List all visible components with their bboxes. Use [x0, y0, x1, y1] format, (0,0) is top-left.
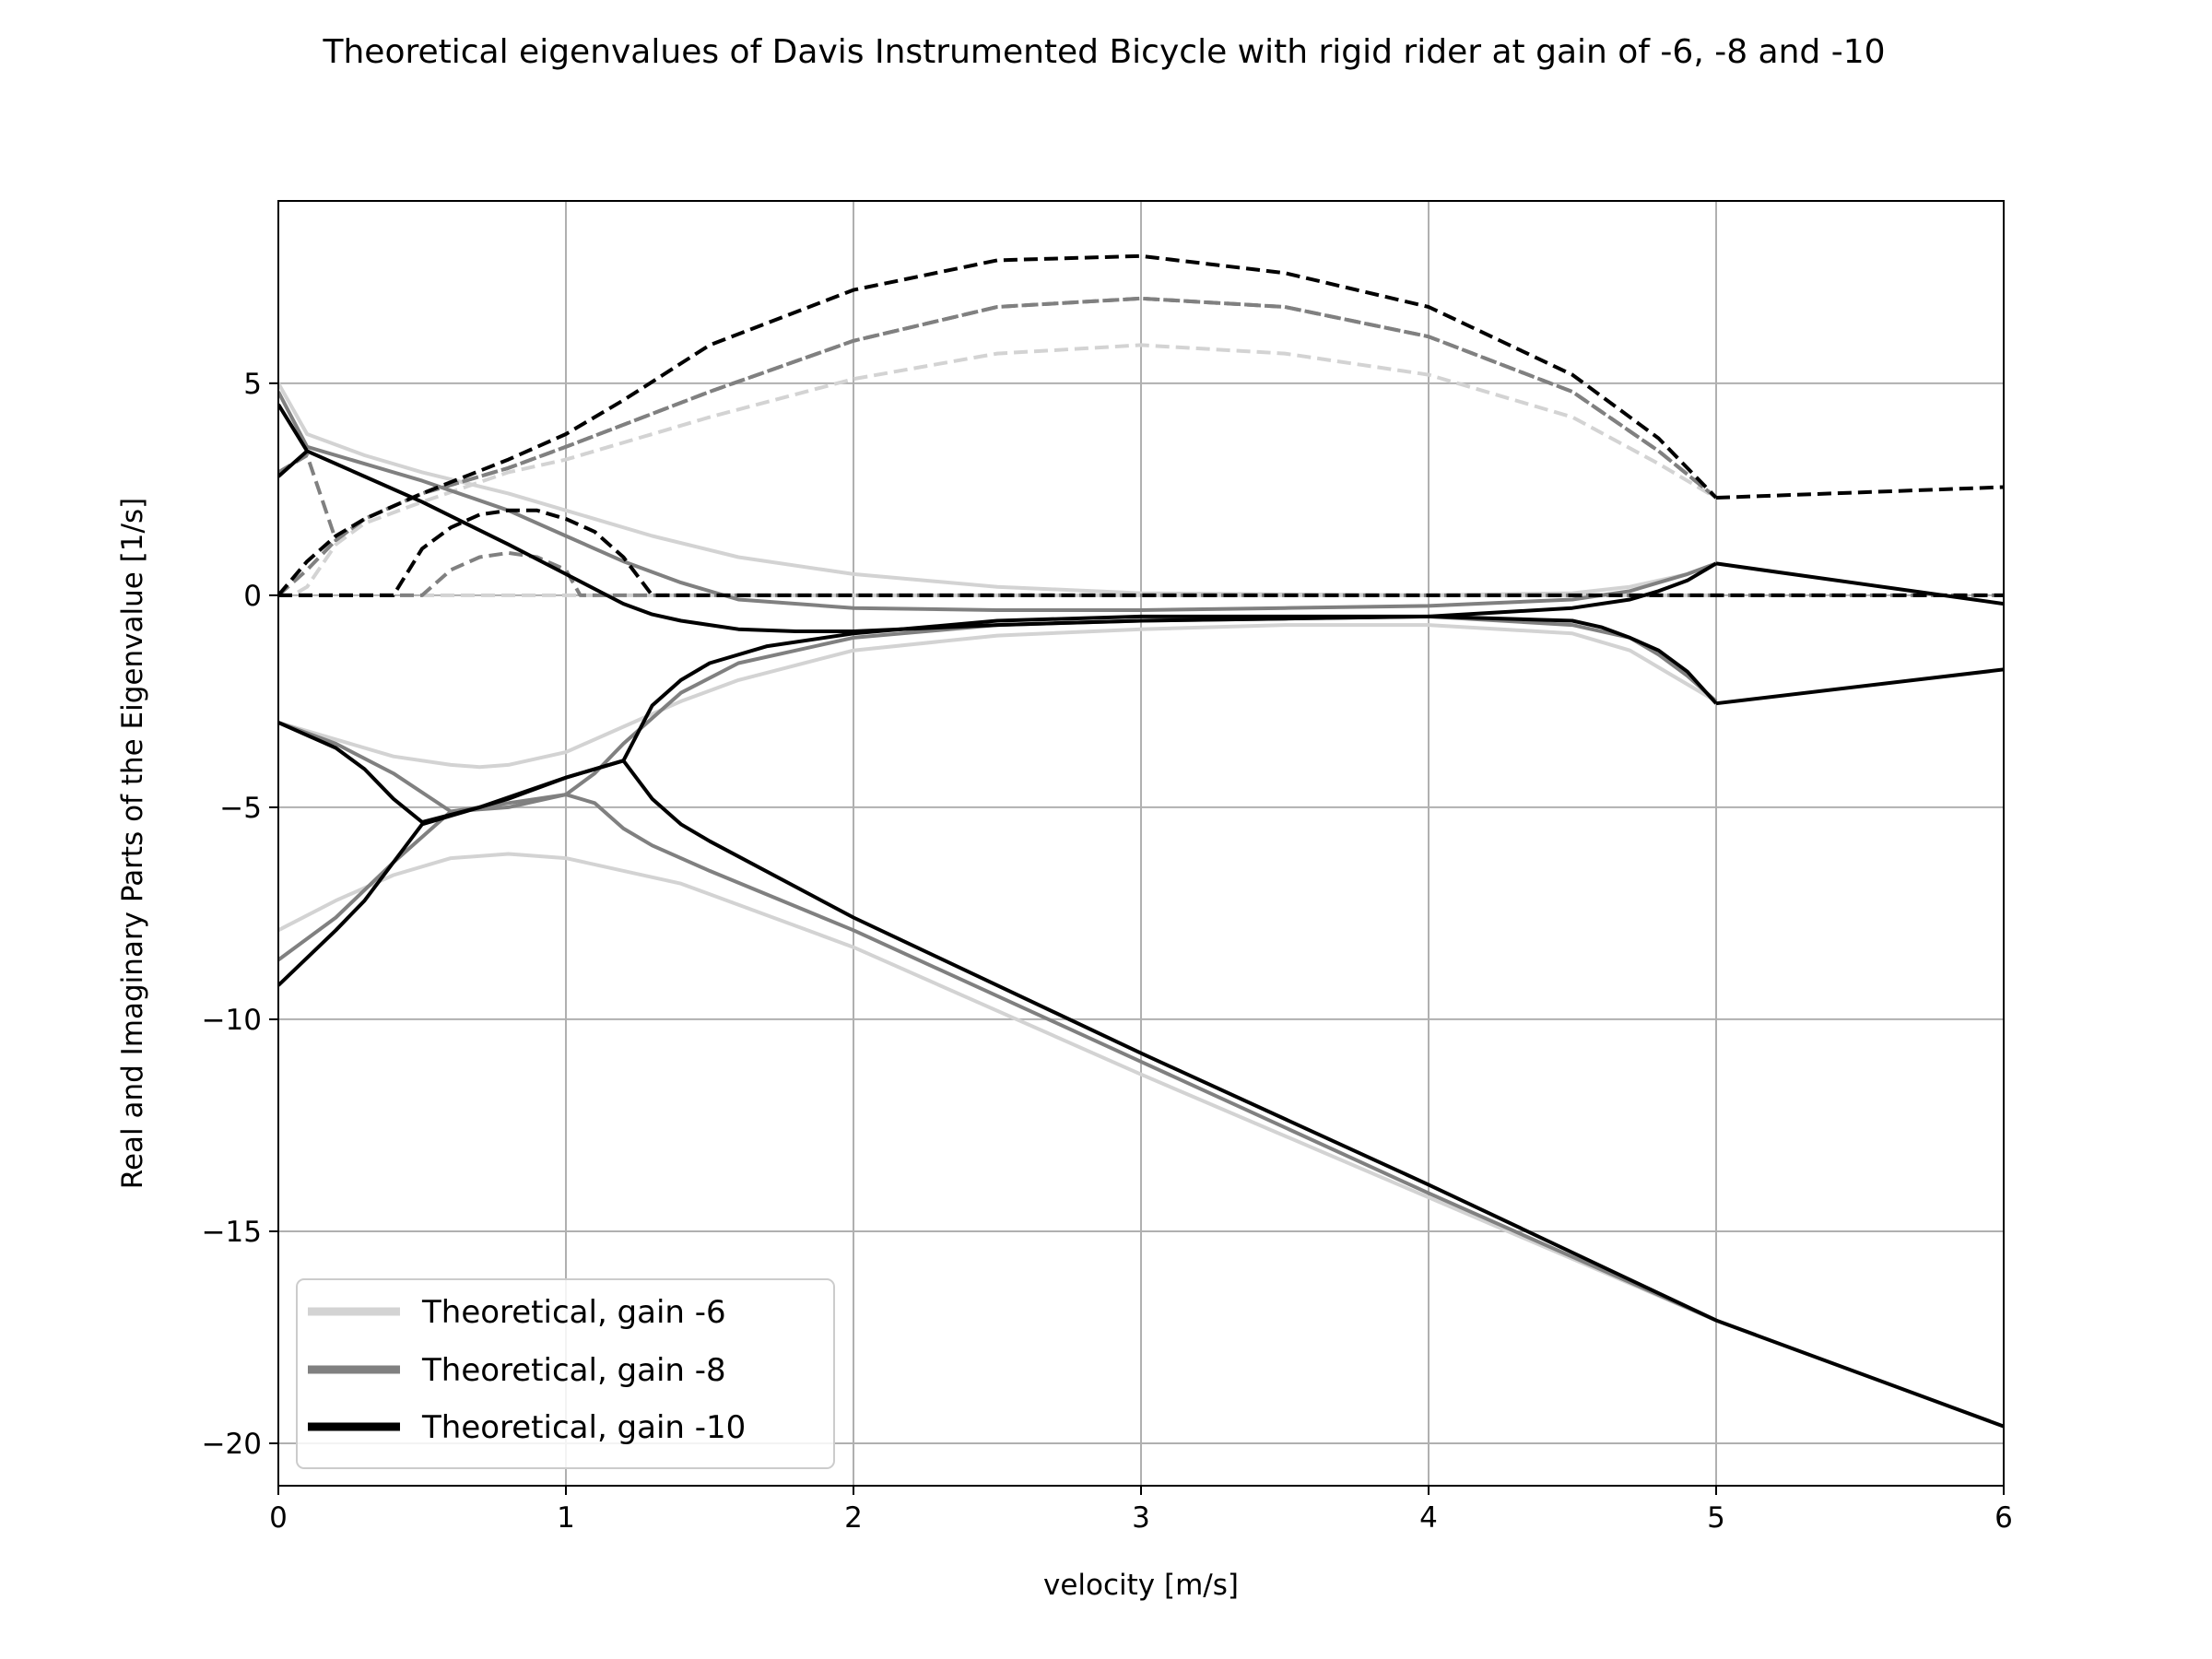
imaginary-part-line [278, 296, 1718, 597]
x-tick-label: 5 [1707, 1501, 1725, 1535]
x-tick-label: 4 [1419, 1501, 1438, 1535]
imaginary-part-line [278, 296, 1718, 543]
real-part-line [278, 614, 1718, 814]
grid-lines [277, 201, 2005, 1486]
imaginary-part-line [278, 253, 1718, 597]
chart-title: Theoretical eigenvalues of Davis Instrum… [322, 33, 1885, 71]
imaginary-part-line [278, 343, 1718, 597]
y-axis-ticks: 5 0 −5 −10 −15 −20 [202, 368, 278, 1461]
x-tick-label: 6 [1994, 1501, 2013, 1535]
y-axis-label: Real and Imaginary Parts of the Eigenval… [116, 498, 149, 1189]
legend-box [296, 1278, 835, 1469]
y-tick-label: −15 [202, 1216, 262, 1249]
series-layer [278, 253, 2004, 1429]
legend-label-gain-6: Theoretical, gain -6 [421, 1294, 726, 1331]
y-tick-label: −10 [202, 1004, 262, 1037]
real-part-line [1715, 561, 2004, 606]
real-part-line [278, 614, 1718, 824]
x-tick-label: 2 [844, 1501, 863, 1535]
imaginary-part-line [1715, 485, 2004, 500]
x-tick-label: 3 [1132, 1501, 1150, 1535]
series-group [278, 253, 2004, 1429]
legend-label-gain-8: Theoretical, gain -8 [421, 1352, 726, 1389]
legend: Theoretical, gain -6 Theoretical, gain -… [296, 1278, 835, 1469]
series-group [278, 343, 1718, 1323]
y-tick-label: −20 [202, 1428, 262, 1461]
real-part-line [278, 403, 1718, 633]
y-tick-label: 5 [243, 368, 262, 401]
real-part-line [278, 759, 2004, 1429]
legend-label-gain-10: Theoretical, gain -10 [421, 1409, 746, 1446]
real-part-line [278, 391, 1717, 612]
real-part-line [278, 623, 1718, 770]
x-axis-ticks: 0 1 2 3 4 5 6 [269, 1486, 2013, 1535]
y-tick-label: −5 [219, 792, 262, 825]
real-part-line [278, 449, 309, 478]
x-tick-label: 0 [269, 1501, 288, 1535]
real-part-line [1715, 667, 2004, 706]
real-part-line [278, 793, 1717, 1323]
y-tick-label: 0 [243, 580, 262, 613]
real-part-line [278, 382, 1717, 597]
x-tick-label: 1 [557, 1501, 575, 1535]
x-axis-label: velocity [m/s] [1043, 1569, 1239, 1602]
real-part-line [278, 852, 1717, 1323]
